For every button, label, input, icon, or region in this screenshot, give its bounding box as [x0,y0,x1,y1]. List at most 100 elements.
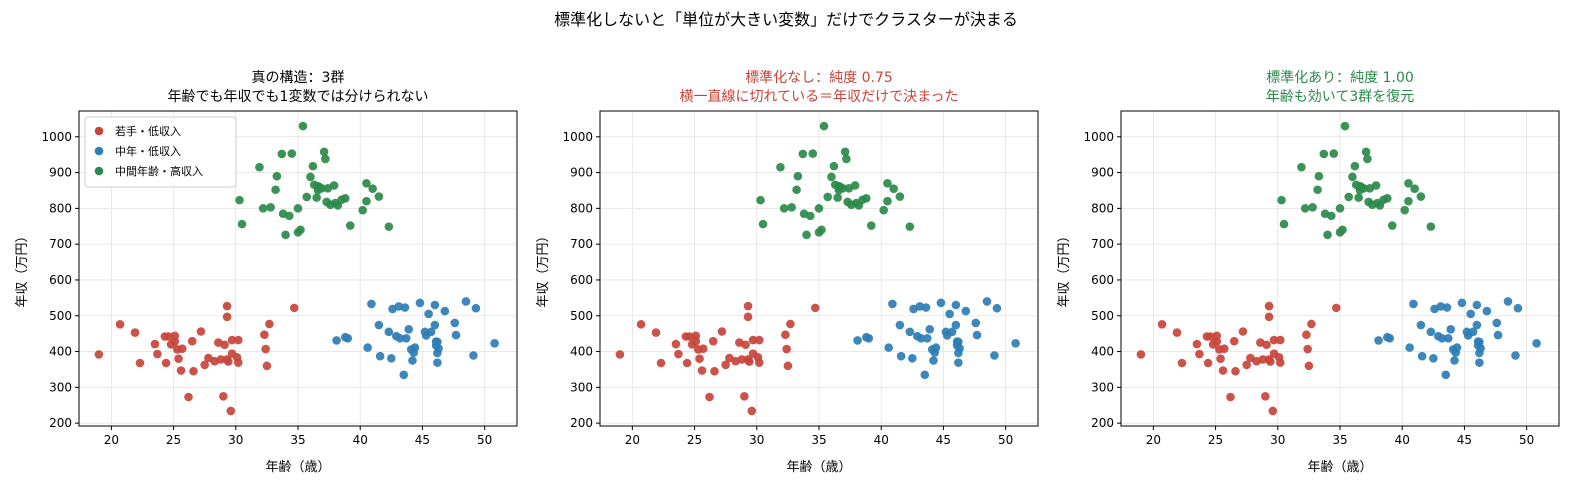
data-point-red [717,327,727,336]
data-point-green [1416,192,1426,201]
data-point-green [1323,230,1332,240]
legend-box [84,116,237,188]
data-point-blue [1476,344,1485,353]
data-point-red [685,332,694,341]
data-point-green [281,230,290,240]
data-point-green [1363,154,1372,164]
x-tick-label: 30 [228,433,243,447]
data-point-green [883,179,892,188]
legend-label: 若手・低収入 [115,124,181,138]
data-point-red [810,303,820,313]
y-tick-label: 900 [49,166,72,180]
data-point-green [895,192,905,201]
data-point-red [1203,358,1213,368]
data-point-blue [896,351,906,361]
data-point-green [834,181,844,191]
x-tick-label: 35 [1332,433,1347,447]
y-axis-label: 年収（万円） [15,229,30,307]
data-point-red [1195,349,1204,359]
data-point-green [1308,202,1317,212]
data-point-green [319,147,329,157]
data-point-blue [1511,351,1520,360]
data-point-blue [961,306,971,316]
data-point-red [1242,360,1251,370]
data-point-green [1297,162,1306,172]
data-point-red [187,336,197,346]
data-point-green [808,149,818,158]
data-point-blue [1482,306,1492,316]
data-point-red [1258,355,1268,364]
data-point-blue [1503,297,1513,306]
data-point-green [321,154,330,164]
x-tick-label: 30 [749,433,764,447]
data-point-red [1229,336,1239,346]
data-point-blue [905,327,915,337]
data-point-green [298,121,308,131]
data-point-blue [955,344,964,353]
data-point-red [651,328,661,337]
y-tick-label: 400 [49,345,72,359]
data-point-green [1277,195,1286,205]
data-point-blue [1409,299,1418,309]
data-point-blue [1468,327,1478,337]
data-point-red [184,392,193,402]
y-tick-label: 600 [570,273,593,287]
data-point-blue [1442,303,1452,312]
data-point-green [1382,194,1392,203]
data-point-green [308,161,318,171]
data-point-green [814,204,824,213]
data-point-blue [461,297,471,306]
data-point-red [710,366,719,376]
data-point-green [889,184,898,193]
panel-title-line-2: 横一直線に切れている＝年収だけで決まった [679,88,958,105]
data-point-blue [471,303,481,313]
y-tick-label: 800 [1091,201,1114,215]
data-point-blue [395,334,405,343]
y-tick-label: 700 [49,237,72,251]
data-point-green [1340,121,1350,131]
data-point-green [1400,205,1409,215]
data-point-blue [884,343,893,352]
data-point-red [1157,320,1167,329]
data-point-green [819,121,829,131]
data-point-green [1329,149,1339,158]
y-tick-label: 600 [49,273,72,287]
data-point-green [271,185,280,195]
data-point-green [362,179,371,188]
data-point-green [1300,204,1310,213]
data-point-red [1136,350,1146,359]
data-point-red [656,358,666,368]
data-point-red [737,355,747,364]
data-point-red [705,392,714,402]
data-point-red [233,358,243,367]
data-point-blue [951,300,961,310]
data-point-green [1279,219,1289,229]
data-point-red [1264,312,1274,322]
data-point-green [255,162,264,172]
data-point-green [237,219,247,229]
data-point-blue [1513,303,1523,313]
figure-suptitle: 標準化しないと「単位が大きい変数」だけでクラスターが決まる [554,10,1018,29]
data-point-red [1238,327,1248,336]
data-point-green [1410,184,1419,193]
data-point-blue [1475,358,1484,367]
data-point-red [1262,340,1271,350]
y-tick-label: 200 [570,416,593,430]
data-point-blue [888,299,897,309]
data-point-blue [908,354,917,363]
data-point-blue [384,327,394,337]
data-point-red [708,336,718,346]
data-point-red [786,319,795,329]
data-point-red [1302,330,1311,340]
y-tick-label: 700 [1091,237,1114,251]
data-point-green [1313,185,1322,195]
data-point-green [284,211,294,221]
data-point-blue [1417,351,1427,361]
data-point-red [262,361,272,371]
data-point-green [293,204,303,213]
data-point-red [1177,358,1187,368]
data-point-green [345,221,355,230]
data-point-red [783,361,793,371]
x-tick-label: 20 [104,433,119,447]
